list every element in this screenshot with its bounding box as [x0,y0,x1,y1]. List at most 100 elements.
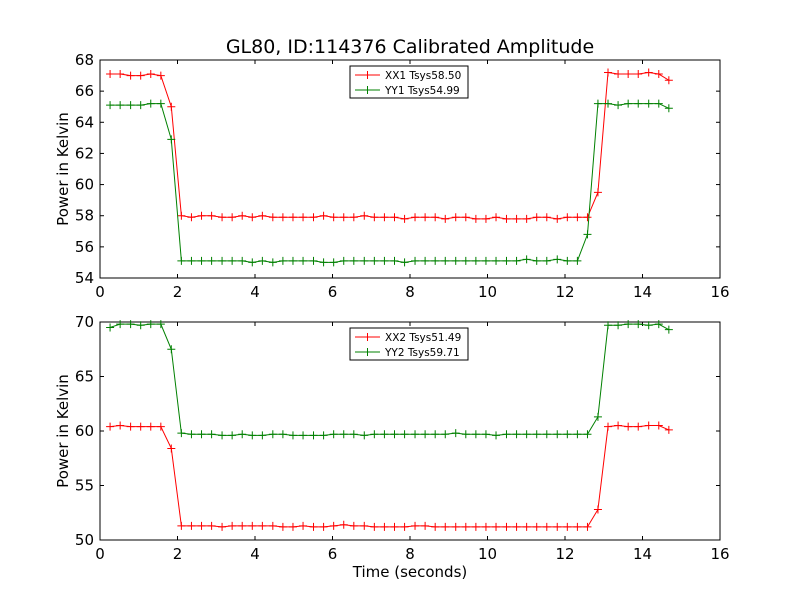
data-point [329,521,338,530]
data-point [634,320,643,329]
data-point [197,430,206,439]
data-point [553,255,562,264]
x-tick-label: 4 [250,283,260,301]
data-point [126,101,135,110]
data-point [228,521,237,530]
y-tick-label: 56 [75,238,94,256]
data-point [664,425,673,434]
data-point [288,256,297,265]
data-point [146,422,155,431]
x-tick-label: 8 [405,545,415,563]
x-tick-label: 14 [633,545,652,563]
data-point [522,522,531,531]
x-tick-label: 0 [95,545,105,563]
data-point [207,211,216,220]
data-point [553,522,562,531]
y-tick-label: 58 [75,207,94,225]
data-point [146,320,155,329]
data-point [421,521,430,530]
data-point [126,320,135,329]
legend-marker [363,86,372,94]
data-point [573,430,582,439]
data-point [512,214,521,223]
x-tick-label: 16 [710,545,729,563]
data-point [593,99,602,108]
data-point [492,431,501,440]
legend-label: YY2 Tsys59.71 [384,347,460,359]
data-point [380,430,389,439]
data-point [116,320,125,329]
data-point [654,70,663,79]
x-tick-label: 6 [328,283,338,301]
data-point [177,429,186,438]
data-point [167,135,176,144]
y-axis-label: Power in Kelvin [54,112,72,226]
data-point [461,430,470,439]
x-tick-label: 8 [405,283,415,301]
data-point [492,256,501,265]
data-point [481,214,490,223]
data-point [421,256,430,265]
data-point [563,522,572,531]
data-point [461,256,470,265]
data-point [268,258,277,267]
data-point [106,70,115,79]
data-point [146,99,155,108]
data-point [278,256,287,265]
x-tick-label: 4 [250,545,260,563]
data-point [268,430,277,439]
series-line [110,103,670,263]
y-tick-label: 65 [75,368,94,386]
data-point [106,101,115,110]
y-tick-label: 64 [75,113,94,131]
y-tick-label: 60 [75,422,94,440]
data-point [380,256,389,265]
y-tick-label: 60 [75,176,94,194]
chart-title: GL80, ID:114376 Calibrated Amplitude [226,36,594,58]
data-point [380,213,389,222]
data-point [593,505,602,514]
data-point [624,422,633,431]
data-point [167,102,176,111]
data-point [390,213,399,222]
data-point [624,70,633,79]
legend-label: YY1 Tsys54.99 [384,85,460,97]
data-point [218,431,227,440]
data-point [177,211,186,220]
data-point [288,431,297,440]
data-point [583,230,592,239]
x-tick-label: 10 [478,283,497,301]
data-point [228,256,237,265]
data-point [481,522,490,531]
data-point [207,430,216,439]
data-point [411,213,420,222]
data-point [278,213,287,222]
y-tick-label: 54 [75,269,94,287]
data-point [136,422,145,431]
data-point [278,430,287,439]
data-point [299,521,308,530]
data-point [177,521,186,530]
data-point [238,256,247,265]
data-point [614,101,623,110]
legend-marker [363,348,372,356]
data-point [451,256,460,265]
data-point [634,99,643,108]
data-point [583,430,592,439]
data-point [309,431,318,440]
data-point [481,256,490,265]
data-point [512,256,521,265]
data-point [309,213,318,222]
data-point [288,213,297,222]
data-point [390,430,399,439]
data-point [349,213,358,222]
data-point [441,430,450,439]
x-tick-label: 16 [710,283,729,301]
x-tick-label: 2 [173,545,183,563]
x-tick-label: 6 [328,545,338,563]
data-point [400,522,409,531]
data-point [197,211,206,220]
data-point [481,430,490,439]
data-point [116,421,125,430]
data-point [167,345,176,354]
